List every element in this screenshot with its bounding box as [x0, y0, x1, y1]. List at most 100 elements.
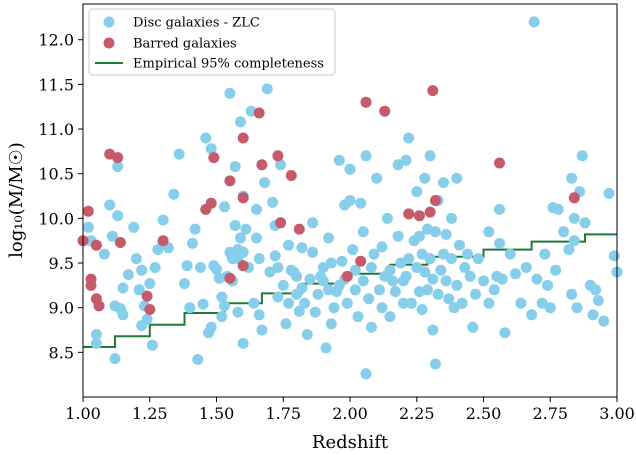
disc-galaxy-point	[200, 132, 212, 144]
disc-galaxy-point	[149, 262, 161, 273]
disc-galaxy-point	[429, 226, 441, 238]
disc-galaxy-point	[357, 275, 369, 287]
disc-galaxy-point	[400, 154, 412, 166]
disc-galaxy-point	[550, 264, 562, 276]
disc-galaxy-point	[536, 297, 548, 309]
disc-galaxy-point	[144, 278, 156, 290]
disc-galaxy-point	[307, 246, 319, 258]
disc-galaxy-point	[90, 329, 102, 340]
disc-galaxy-point	[237, 337, 249, 349]
disc-galaxy-point	[205, 321, 217, 333]
disc-galaxy-point	[416, 304, 428, 315]
y-tick-label: 11.5	[38, 75, 74, 94]
legend-barred-label: Barred galaxies	[133, 37, 237, 52]
disc-galaxy-point	[296, 282, 308, 294]
x-axis-label: Redshift	[312, 432, 389, 453]
barred-galaxy-point	[360, 96, 372, 108]
disc-galaxy-point	[106, 230, 118, 242]
disc-galaxy-point	[133, 284, 145, 296]
barred-galaxy-point	[494, 157, 505, 169]
disc-galaxy-point	[90, 337, 102, 349]
disc-galaxy-point	[478, 275, 489, 287]
barred-galaxy-point	[82, 205, 94, 217]
disc-galaxy-point	[299, 297, 311, 309]
disc-galaxy-point	[494, 203, 505, 215]
disc-galaxy-point	[571, 302, 583, 314]
legend-disc-marker	[103, 16, 115, 28]
disc-galaxy-point	[259, 177, 271, 189]
disc-galaxy-point	[205, 143, 217, 155]
disc-galaxy-point	[189, 223, 201, 235]
disc-galaxy-point	[275, 159, 287, 171]
disc-galaxy-point	[197, 298, 209, 310]
disc-galaxy-point	[413, 230, 425, 242]
disc-galaxy-point	[392, 159, 404, 171]
disc-galaxy-point	[112, 210, 124, 222]
disc-galaxy-point	[446, 212, 457, 224]
disc-galaxy-point	[520, 262, 532, 273]
x-tick-label: 1.75	[265, 404, 301, 423]
disc-galaxy-point	[371, 172, 383, 184]
disc-galaxy-point	[323, 232, 335, 244]
disc-galaxy-point	[592, 295, 604, 306]
disc-galaxy-point	[253, 253, 265, 265]
disc-galaxy-point	[510, 268, 521, 280]
x-tick-label: 2.25	[399, 404, 435, 423]
disc-galaxy-point	[435, 264, 447, 276]
disc-galaxy-point	[587, 309, 599, 321]
disc-galaxy-point	[277, 279, 289, 291]
disc-galaxy-point	[251, 203, 262, 215]
disc-galaxy-point	[526, 309, 538, 321]
disc-galaxy-point	[352, 311, 364, 323]
disc-galaxy-point	[256, 324, 268, 336]
barred-galaxy-point	[568, 192, 580, 204]
disc-galaxy-point	[347, 244, 359, 256]
disc-galaxy-point	[320, 342, 332, 354]
disc-galaxy-point	[387, 275, 399, 287]
disc-galaxy-point	[504, 248, 516, 260]
disc-galaxy-point	[568, 212, 580, 224]
disc-galaxy-point	[558, 226, 570, 238]
disc-galaxy-point	[235, 232, 246, 244]
disc-galaxy-point	[405, 297, 417, 309]
legend: Disc galaxies - ZLC Barred galaxies Empi…	[88, 8, 336, 76]
y-tick-label: 11.0	[38, 120, 74, 139]
disc-galaxy-point	[267, 196, 279, 208]
disc-galaxy-point	[464, 270, 476, 282]
disc-galaxy-point	[235, 116, 246, 128]
disc-galaxy-point	[229, 161, 241, 173]
disc-galaxy-point	[168, 188, 180, 200]
disc-galaxy-point	[427, 324, 439, 336]
disc-galaxy-point	[598, 315, 610, 327]
disc-galaxy-point	[219, 300, 230, 312]
disc-galaxy-point	[98, 248, 110, 260]
disc-galaxy-point	[307, 217, 319, 229]
disc-galaxy-point	[333, 154, 345, 166]
barred-galaxy-point	[157, 235, 169, 247]
barred-galaxy-point	[85, 279, 97, 291]
disc-galaxy-point	[341, 297, 353, 309]
x-tick-label: 1.50	[199, 404, 235, 423]
legend-completeness-label: Empirical 95% completeness	[133, 57, 324, 72]
barred-galaxy-point	[424, 206, 436, 218]
y-axis: 8.5 9.0 9.5 10.0 10.5 11.0 11.5 12.0	[38, 31, 83, 362]
disc-galaxy-point	[269, 250, 281, 262]
disc-galaxy-point	[336, 255, 348, 267]
disc-galaxy-point	[317, 275, 329, 287]
barred-galaxy-point	[341, 270, 353, 282]
disc-galaxy-point	[539, 248, 551, 260]
disc-galaxy-point	[568, 235, 580, 247]
disc-galaxy-point	[443, 293, 455, 305]
disc-galaxy-point	[494, 237, 505, 249]
disc-galaxy-point	[229, 220, 241, 231]
y-axis-label: log₁₀(M/M☉)	[6, 142, 27, 258]
disc-galaxy-point	[251, 232, 262, 244]
disc-galaxy-point	[454, 239, 465, 251]
barred-galaxy-point	[413, 210, 425, 222]
disc-galaxy-point	[141, 313, 153, 325]
disc-galaxy-point	[389, 286, 401, 298]
disc-galaxy-point	[368, 248, 380, 260]
disc-galaxy-point	[483, 226, 495, 238]
disc-galaxy-point	[349, 284, 361, 296]
disc-galaxy-point	[157, 214, 169, 226]
